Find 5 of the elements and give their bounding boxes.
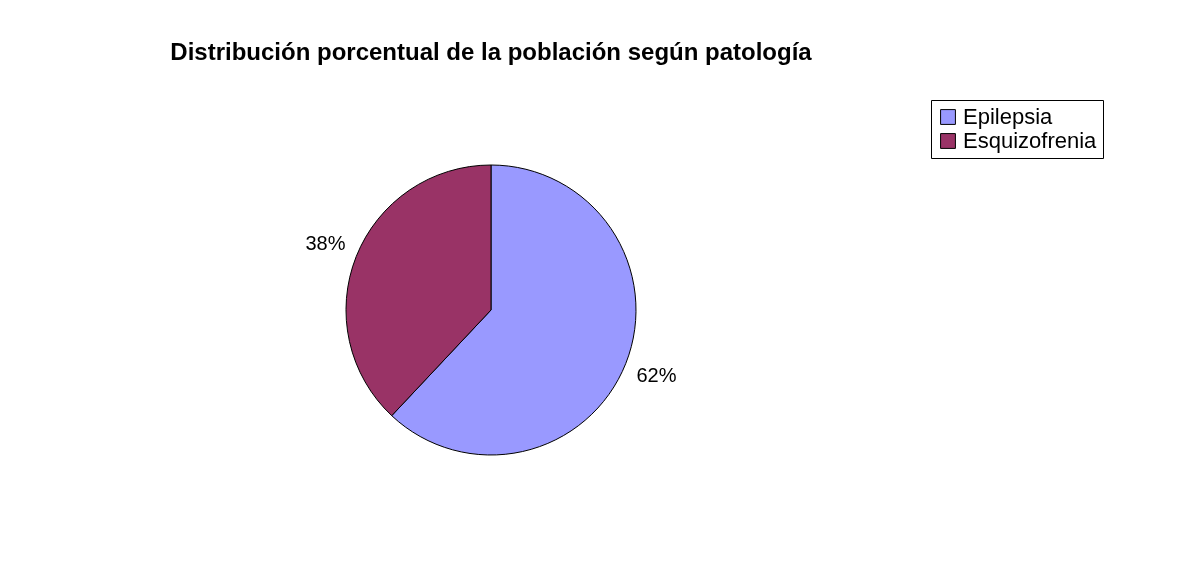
chart-title: Distribución porcentual de la población según patología [170, 37, 813, 65]
legend-label: Esquizofrenia [963, 128, 1098, 153]
legend-label: Epilepsia [963, 104, 1054, 129]
data-label: 62% [636, 363, 677, 386]
data-label: 38% [305, 232, 346, 255]
